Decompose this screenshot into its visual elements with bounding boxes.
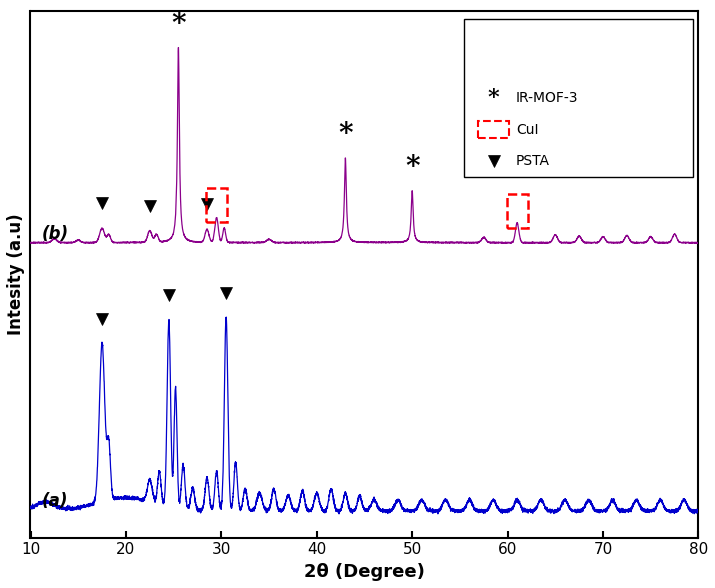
- Text: *: *: [171, 11, 186, 38]
- Y-axis label: Intesity (a.u): Intesity (a.u): [7, 213, 25, 335]
- Bar: [507, 194, 528, 228]
- Bar: [206, 188, 227, 222]
- Text: (b): (b): [42, 225, 69, 243]
- Legend: PSTA/IR-MOF-3/CuI, PSTA: PSTA/IR-MOF-3/CuI, PSTA: [506, 18, 691, 72]
- Bar: [478, 121, 509, 138]
- Text: *: *: [338, 121, 352, 148]
- Text: PSTA: PSTA: [516, 154, 550, 168]
- Text: CuI: CuI: [516, 123, 538, 136]
- Text: (a): (a): [42, 492, 69, 510]
- X-axis label: 2θ (Degree): 2θ (Degree): [304, 563, 425, 581]
- Text: *: *: [405, 154, 420, 181]
- FancyBboxPatch shape: [464, 19, 693, 177]
- Text: *: *: [488, 87, 500, 109]
- Text: IR-MOF-3: IR-MOF-3: [516, 91, 578, 105]
